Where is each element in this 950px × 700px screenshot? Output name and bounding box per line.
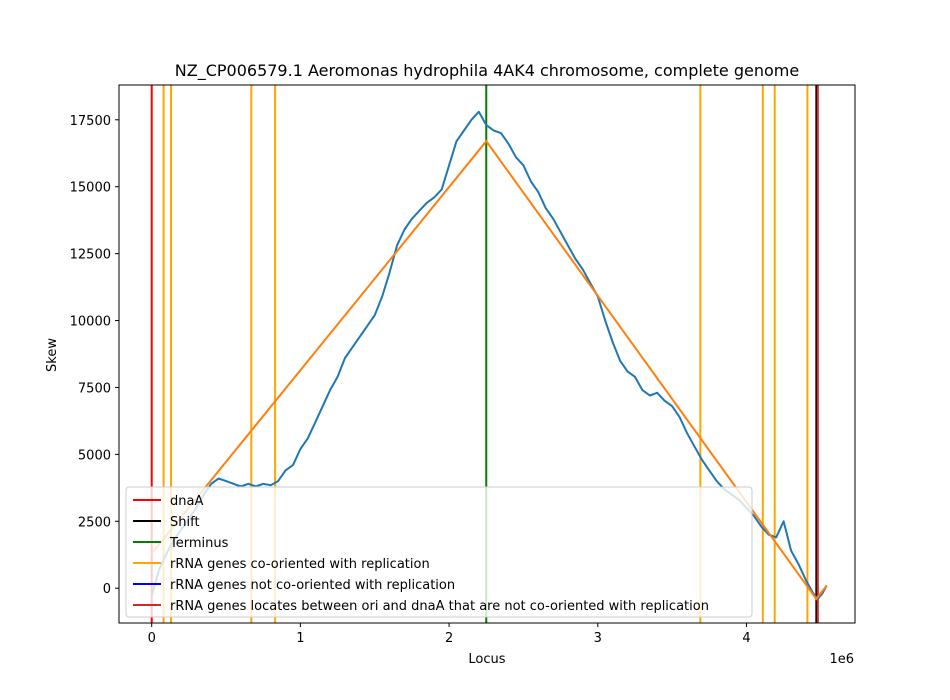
legend-box [125, 486, 753, 618]
y-tick-label-0: 0 [103, 582, 111, 597]
legend-label-rrna-not-co: rRNA genes not co-oriented with replicat… [170, 578, 455, 593]
y-tick-label-1: 2500 [78, 515, 111, 530]
legend-label-shift: Shift [170, 515, 200, 530]
x-tick-label-3: 3 [594, 631, 602, 646]
legend-label-dnaA: dnaA [170, 494, 203, 509]
legend-label-terminus: Terminus [169, 536, 229, 551]
axes: 0 1 2 3 4 0 2500 5000 7500 10000 12500 15000 17500 [70, 84, 856, 646]
x-offset-label: 1e6 [829, 652, 854, 667]
x-axis-label: Locus [468, 652, 505, 667]
chart-title: NZ_CP006579.1 Aeromonas hydrophila 4AK4 … [175, 61, 799, 81]
y-axis-label: Skew [45, 338, 60, 372]
y-tick-label-2: 5000 [78, 448, 111, 463]
legend: dnaA Shift Terminus rRNA genes co-oriented … [125, 486, 753, 618]
fit-line [150, 139, 828, 601]
x-tick-label-2: 2 [445, 631, 453, 646]
y-tick-label-6: 15000 [70, 181, 111, 196]
legend-label-rrna-co: rRNA genes co-oriented with replication [170, 557, 430, 572]
x-tick-label-0: 0 [148, 631, 156, 646]
y-tick-label-4: 10000 [70, 315, 111, 330]
y-tick-label-7: 17500 [70, 114, 111, 129]
y-tick-label-3: 7500 [78, 381, 111, 396]
y-tick-label-5: 12500 [70, 248, 111, 263]
plot-frame [118, 84, 856, 624]
legend-label-rrna-between: rRNA genes locates between ori and dnaA … [170, 599, 709, 614]
x-tick-label-1: 1 [296, 631, 304, 646]
x-tick-label-4: 4 [742, 631, 750, 646]
